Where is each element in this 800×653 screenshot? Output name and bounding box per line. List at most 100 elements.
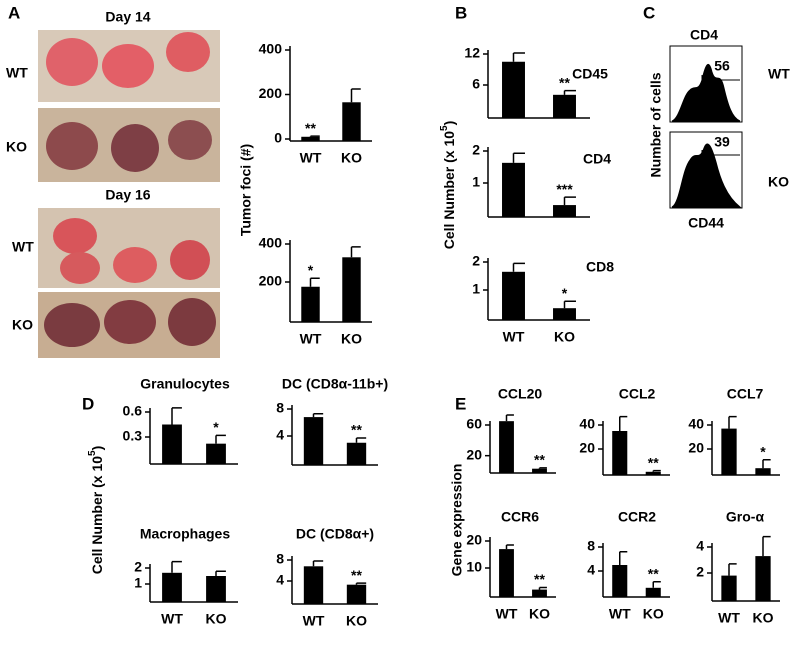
y-tick-label: 0.6 [123, 403, 143, 419]
bar [553, 308, 576, 320]
axis-title: Tumor foci (#) [238, 144, 254, 236]
bar [206, 576, 226, 602]
annotation: ** [351, 422, 362, 438]
x-tick-label: WT [303, 613, 325, 629]
bar [553, 205, 576, 217]
y-tick-label: 8 [276, 400, 284, 416]
chart-title: CCR2 [618, 509, 656, 525]
error-bar [619, 415, 628, 431]
row-label: KO [6, 139, 27, 155]
chart-title: CD45 [572, 66, 608, 82]
x-tick-label: KO [643, 606, 664, 622]
axis-title: Cell Number (x 105) [439, 121, 457, 250]
error-bar [563, 89, 576, 95]
x-tick-label: KO [341, 331, 362, 347]
error-bar [350, 88, 361, 103]
annotation: ** [534, 571, 545, 587]
annotation: ** [559, 74, 570, 90]
chart-title: Granulocytes [140, 376, 230, 392]
flow-y-label: Number of cells [648, 72, 664, 177]
gate-value: 39 [714, 134, 730, 150]
x-tick-label: WT [161, 611, 183, 627]
y-tick-label: 40 [688, 416, 704, 432]
bar [301, 286, 320, 322]
x-tick-label: KO [346, 613, 367, 629]
error-bar [355, 582, 367, 585]
annotation: * [308, 262, 314, 278]
y-tick-label: 2 [472, 253, 480, 269]
x-tick-label: KO [529, 606, 550, 622]
y-tick-label: 200 [259, 273, 283, 289]
y-tick-label: 1 [134, 575, 142, 591]
error-bar [728, 563, 737, 576]
chart-title: CCL20 [498, 386, 543, 402]
gate-value: 56 [714, 58, 730, 74]
x-tick-label: WT [300, 150, 322, 166]
x-tick-label: KO [206, 611, 227, 627]
y-tick-label: 0 [274, 130, 282, 146]
annotation: * [760, 444, 766, 460]
y-tick-label: 200 [259, 85, 283, 101]
error-bar [728, 415, 737, 429]
photo-title: Day 14 [105, 9, 150, 25]
error-bar [512, 52, 525, 62]
bar [645, 587, 661, 597]
y-tick-label: 4 [276, 572, 284, 588]
panel-label: B [455, 3, 467, 22]
y-tick-label: 4 [696, 538, 704, 554]
error-bar [563, 300, 576, 309]
annotation: ** [648, 566, 659, 582]
error-bar [505, 414, 514, 422]
x-tick-label: WT [503, 329, 525, 345]
bar [206, 443, 226, 464]
axis-title-sup: 5 [439, 125, 450, 131]
x-tick-label: KO [554, 329, 575, 345]
error-bar [309, 135, 320, 137]
bar [502, 162, 525, 217]
bar [346, 584, 367, 604]
error-bar [652, 581, 661, 588]
y-tick-label: 8 [276, 551, 284, 567]
bar [502, 271, 525, 320]
x-tick-label: WT [300, 331, 322, 347]
bar [755, 468, 771, 475]
chart-title: CD8 [586, 259, 614, 275]
error-bar [309, 277, 320, 287]
annotation: ** [351, 567, 362, 583]
error-bar [312, 412, 324, 418]
y-tick-label: 4 [587, 562, 595, 578]
x-tick-label: WT [496, 606, 518, 622]
y-tick-label: 1 [472, 281, 480, 297]
bar [755, 556, 771, 601]
x-tick-label: WT [609, 606, 631, 622]
y-tick-label: 12 [464, 45, 480, 61]
error-bar [312, 560, 324, 567]
photo-title: Day 16 [105, 187, 150, 203]
bar [162, 424, 182, 464]
panel-label: E [455, 394, 466, 413]
annotation: ** [305, 120, 316, 136]
error-bar [350, 246, 361, 258]
error-bar [171, 407, 182, 425]
photos [38, 30, 220, 358]
axis-title: Gene expression [449, 464, 465, 577]
chart-title: Gro-α [726, 509, 765, 525]
chart-title: DC (CD8α-11b+) [282, 376, 388, 392]
y-tick-label: 400 [259, 41, 283, 57]
chart-title: CCL2 [619, 386, 656, 402]
axis-title-text: Cell Number (x 10 [89, 456, 105, 574]
bar [532, 589, 547, 597]
x-tick-label: WT [718, 610, 740, 626]
bar [162, 572, 182, 602]
y-tick-label: 1 [472, 174, 480, 190]
flow-title: CD4 [690, 27, 718, 43]
bar [612, 565, 628, 597]
annotation: *** [556, 181, 573, 197]
error-bar [215, 434, 226, 444]
axis-title: Cell Number (x 105) [87, 446, 105, 575]
error-bar [619, 551, 628, 565]
error-bar [652, 469, 661, 472]
bar [612, 431, 628, 475]
bar [499, 549, 514, 597]
chart-title: CCR6 [501, 509, 539, 525]
